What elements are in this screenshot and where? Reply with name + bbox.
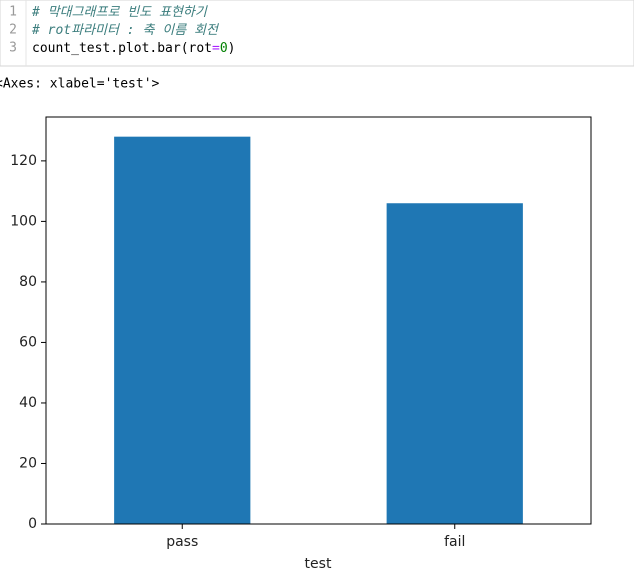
code-token: 0 bbox=[220, 41, 228, 56]
bar bbox=[114, 136, 251, 525]
line-number: 2 bbox=[9, 23, 17, 38]
y-tick-label: 20 bbox=[19, 455, 37, 471]
y-tick-label: 100 bbox=[10, 213, 37, 229]
plot-frame bbox=[45, 116, 592, 525]
y-tick-label: 0 bbox=[28, 516, 37, 532]
code-token: # 막대그래프로 빈도 표현하기 bbox=[31, 5, 208, 20]
code-line: # rot파라미터 : 축 이름 회전 bbox=[31, 23, 220, 38]
x-tick-label: fail bbox=[444, 534, 465, 550]
y-tick-label: 80 bbox=[19, 274, 37, 290]
code-token: # rot파라미터 : 축 이름 회전 bbox=[31, 23, 220, 38]
x-tick-label: pass bbox=[166, 534, 198, 550]
x-axis-label: test bbox=[305, 556, 332, 572]
code-token: count_test.plot.bar(rot bbox=[32, 41, 212, 56]
y-tick-label: 60 bbox=[19, 334, 37, 350]
code-token: = bbox=[212, 41, 220, 56]
code-token: ) bbox=[228, 41, 236, 56]
line-number: 3 bbox=[9, 41, 17, 56]
code-line: count_test.plot.bar(rot=0) bbox=[32, 41, 236, 56]
bar bbox=[386, 203, 523, 524]
line-number: 1 bbox=[9, 5, 17, 20]
output-text: <Axes: xlabel='test'> bbox=[0, 77, 160, 92]
y-tick-label: 120 bbox=[10, 153, 37, 169]
code-cell[interactable] bbox=[0, 0, 634, 67]
y-tick-label: 40 bbox=[19, 395, 37, 411]
code-line: # 막대그래프로 빈도 표현하기 bbox=[31, 5, 208, 20]
